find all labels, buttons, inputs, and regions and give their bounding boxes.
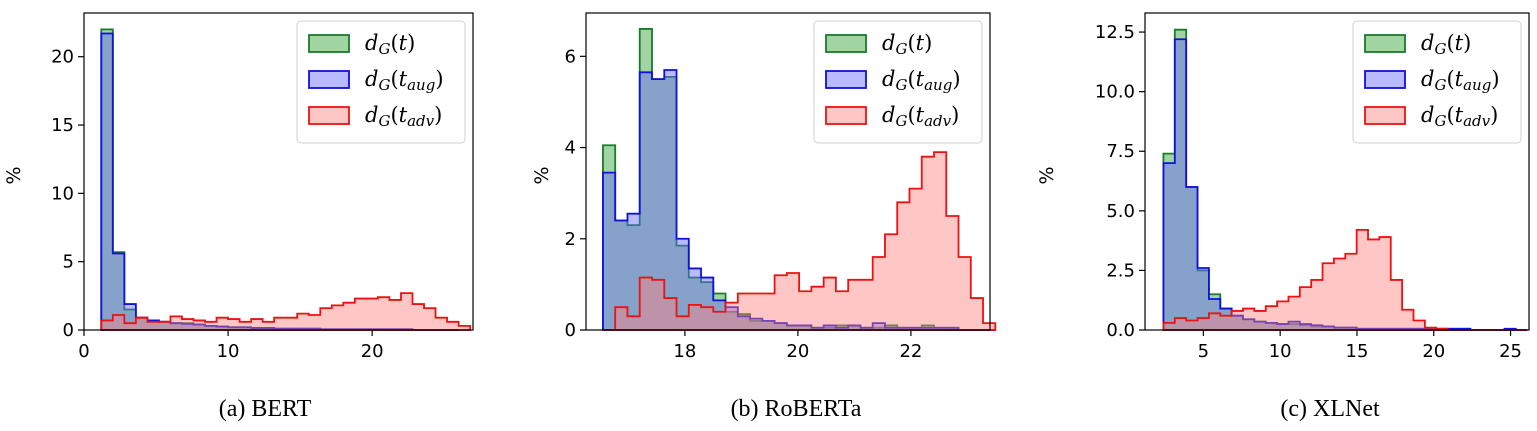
legend-entry: dG(tadv)	[1421, 103, 1498, 130]
y-tick-label: 10	[51, 183, 74, 204]
legend: dG(t) dG(taug) dG(tadv)	[813, 20, 983, 144]
y-tick-label: 7.5	[1106, 141, 1135, 162]
legend-swatch	[308, 106, 350, 125]
subfigure-caption: (b) RoBERTa	[731, 396, 862, 422]
y-tick-label: 0	[565, 320, 576, 341]
y-tick-label: 10.0	[1095, 82, 1135, 103]
legend-swatch	[308, 34, 350, 53]
legend-entry: dG(t)	[882, 31, 932, 58]
y-tick-label: 2	[565, 229, 576, 250]
y-tick-label: 4	[565, 138, 576, 159]
x-tick-label: 0	[78, 341, 89, 362]
plot-frame	[585, 12, 991, 331]
x-tick-label: 10	[217, 341, 240, 362]
y-tick-label: 20	[51, 47, 74, 68]
plot-frame	[83, 12, 474, 331]
subfigure-caption: (c) XLNet	[1280, 396, 1380, 422]
y-axis-label: %	[3, 166, 25, 184]
chart-panel-1: 0 10 20 0 5 10 15 20% dG(t) dG(taug) dG(tadv) (a) B…	[3, 12, 474, 422]
legend: dG(t) dG(taug) dG(tadv)	[1352, 20, 1522, 144]
y-tick-label: 5.0	[1106, 201, 1135, 222]
chart-panel-3: 5 10 15 20 25 0.0 2.5 5.0 7.5 10.0 12.5% dG(t) dG(ta…	[1036, 12, 1530, 422]
legend-entry: dG(tadv)	[365, 103, 442, 130]
x-tick-label: 5	[1198, 341, 1209, 362]
series-2-histogram	[1162, 38, 1528, 331]
y-axis-label: %	[1036, 166, 1058, 184]
legend-swatch	[825, 34, 867, 53]
legend-swatch	[1364, 70, 1406, 89]
series-3-histogram	[1162, 228, 1528, 331]
series-3-histogram	[100, 292, 472, 331]
y-tick-label: 0	[63, 320, 74, 341]
x-tick-label: 15	[1346, 341, 1369, 362]
legend-entry: dG(taug)	[882, 67, 961, 94]
x-tick-label: 10	[1269, 341, 1292, 362]
y-tick-label: 2.5	[1106, 260, 1135, 281]
legend-swatch	[825, 70, 867, 89]
y-axis-label: %	[531, 166, 553, 184]
x-tick-label: 22	[899, 341, 922, 362]
x-tick-label: 25	[1499, 341, 1522, 362]
y-tick-label: 0.0	[1106, 320, 1135, 341]
plot-frame	[1144, 12, 1530, 331]
x-tick-label: 20	[786, 341, 809, 362]
y-tick-label: 15	[51, 115, 74, 136]
y-tick-label: 5	[63, 252, 74, 273]
chart-panel-2: 18 20 22 0 2 4 6% dG(t) dG(taug) dG(tadv) (b) RoBE…	[531, 12, 997, 422]
subfigure-caption: (a) BERT	[219, 396, 312, 422]
y-tick-label: 6	[565, 46, 576, 67]
x-tick-label: 20	[361, 341, 384, 362]
legend-swatch	[825, 106, 867, 125]
legend: dG(t) dG(taug) dG(tadv)	[296, 20, 466, 144]
x-tick-label: 20	[1422, 341, 1445, 362]
legend-entry: dG(taug)	[1421, 67, 1500, 94]
legend-entry: dG(t)	[1421, 31, 1471, 58]
legend-swatch	[1364, 34, 1406, 53]
series-2-histogram	[602, 69, 996, 331]
y-tick-label: 12.5	[1095, 22, 1135, 43]
legend-entry: dG(tadv)	[882, 103, 959, 130]
x-tick-label: 18	[673, 341, 696, 362]
legend-entry: dG(t)	[365, 31, 415, 58]
legend-swatch	[1364, 106, 1406, 125]
series-3-histogram	[602, 151, 997, 331]
legend-entry: dG(taug)	[365, 67, 444, 94]
legend-swatch	[308, 70, 350, 89]
